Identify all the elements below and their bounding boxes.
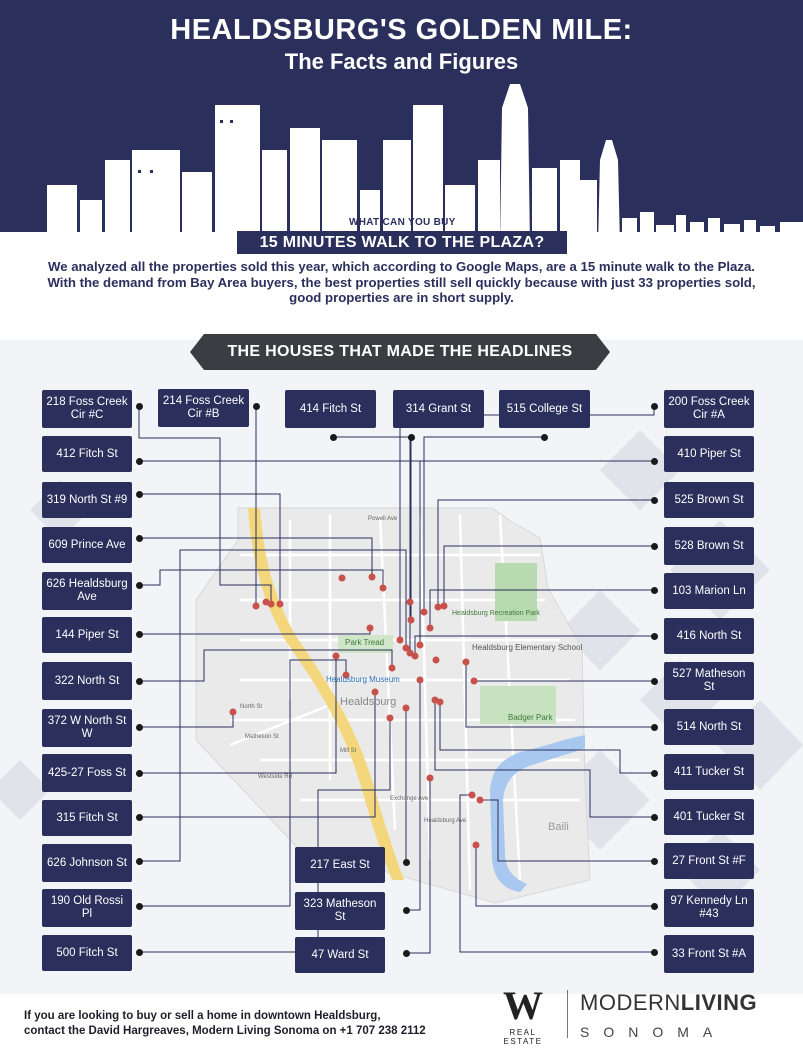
label-214-foss-creek-cir-b: 214 Foss Creek Cir #B: [158, 389, 249, 427]
houses-section-banner: THE HOUSES THAT MADE THE HEADLINES: [190, 334, 610, 370]
connector-dot: [650, 457, 658, 465]
connector-dot: [650, 902, 658, 910]
connector-dot: [650, 813, 658, 821]
connector-dot: [252, 402, 260, 410]
label-425-27-foss-st: 425-27 Foss St: [42, 754, 132, 792]
connector-dot: [135, 723, 143, 731]
exchange-ave-label: Exchange Ave: [390, 796, 429, 802]
ml-part-3: SONOMA: [580, 1024, 727, 1040]
connector-dot: [650, 632, 658, 640]
connector-dot: [135, 769, 143, 777]
w-real-estate-logo: W REAL ESTATE: [493, 983, 553, 1047]
label-322-north-st: 322 North St: [42, 662, 132, 700]
label-500-fitch-st: 500 Fitch St: [42, 935, 132, 971]
label-33-front-st-a: 33 Front St #A: [664, 935, 754, 973]
matheson-st-label: Matheson St: [245, 734, 279, 740]
baili-label: Baili: [548, 821, 569, 833]
label-190-old-rossi-pl: 190 Old Rossi Pl: [42, 889, 132, 927]
recreation-park-label: Healdsburg Recreation Park: [452, 610, 540, 617]
badger-park-label: Badger Park: [508, 713, 553, 722]
label-372-w-north-st-w: 372 W North St W: [42, 709, 132, 747]
label-27-front-st-f: 27 Front St #F: [664, 843, 754, 879]
connector-dot: [402, 949, 410, 957]
connector-dot: [135, 902, 143, 910]
label-410-piper-st: 410 Piper St: [664, 436, 754, 472]
westside-rd-label: Westside Rd: [258, 774, 292, 780]
label-103-marion-ln: 103 Marion Ln: [664, 573, 754, 609]
footer-line-1: If you are looking to buy or sell a home…: [24, 1010, 381, 1022]
label-514-north-st: 514 North St: [664, 709, 754, 745]
label-626-healdsburg-ave: 626 Healdsburg Ave: [42, 572, 132, 610]
ml-part-1: MODERN: [580, 990, 681, 1015]
museum-label: Healdsburg Museum: [326, 675, 400, 684]
label-47-ward-st: 47 Ward St: [295, 937, 385, 973]
footer-contact: If you are looking to buy or sell a home…: [24, 1009, 426, 1039]
town-label: Healdsburg: [340, 696, 396, 708]
label-97-kennedy-ln-43: 97 Kennedy Ln #43: [664, 889, 754, 927]
page-title: HEALDSBURG'S GOLDEN MILE:: [170, 14, 633, 46]
school-label: Healdsburg Elementary School: [472, 643, 583, 652]
mill-st-label: Mill St: [340, 748, 357, 754]
label-414-fitch-st: 414 Fitch St: [285, 390, 376, 428]
connector-dot: [650, 857, 658, 865]
connector-dot: [135, 490, 143, 498]
question-banner: 15 MINUTES WALK TO THE PLAZA?: [237, 231, 567, 254]
powell-ave-label: Powell Ave: [368, 516, 398, 522]
label-200-foss-creek-cir-a: 200 Foss Creek Cir #A: [664, 390, 754, 428]
connector-dot: [135, 402, 143, 410]
connector-dot: [135, 857, 143, 865]
label-527-matheson-st: 527 Matheson St: [664, 662, 754, 700]
modern-living-sonoma-logo: MODERNLIVING SONOMA: [580, 990, 757, 1040]
label-401-tucker-st: 401 Tucker St: [664, 799, 754, 835]
label-144-piper-st: 144 Piper St: [42, 617, 132, 653]
connector-dot: [135, 630, 143, 638]
connector-dot: [135, 948, 143, 956]
label-315-fitch-st: 315 Fitch St: [42, 800, 132, 836]
connector-dot: [650, 769, 658, 777]
connector-dot: [407, 433, 415, 441]
connector-dot: [650, 542, 658, 550]
page-subtitle: The Facts and Figures: [284, 49, 519, 74]
connector-dot: [402, 906, 410, 914]
label-319-north-st-9: 319 North St #9: [42, 482, 132, 518]
park-tread-label: Park Tread: [345, 638, 384, 647]
logo-divider: [567, 990, 568, 1038]
label-411-tucker-st: 411 Tucker St: [664, 754, 754, 790]
connector-dot: [650, 948, 658, 956]
label-515-college-st: 515 College St: [499, 390, 590, 428]
label-626-johnson-st: 626 Johnson St: [42, 844, 132, 882]
connector-dot: [135, 457, 143, 465]
footer-line-2: contact the David Hargreaves, Modern Liv…: [24, 1025, 426, 1037]
label-217-east-st: 217 East St: [295, 847, 385, 883]
ml-part-2: LIVING: [680, 990, 758, 1015]
label-528-brown-st: 528 Brown St: [664, 527, 754, 565]
connector-dot: [135, 677, 143, 685]
label-525-brown-st: 525 Brown St: [664, 482, 754, 518]
label-609-prince-ave: 609 Prince Ave: [42, 527, 132, 563]
label-412-fitch-st: 412 Fitch St: [42, 436, 132, 472]
connector-dot: [650, 677, 658, 685]
label-323-matheson-st: 323 Matheson St: [295, 892, 385, 930]
north-st-label: North St: [240, 704, 262, 710]
connector-dot: [650, 586, 658, 594]
connector-dot: [650, 402, 658, 410]
healdsburg-ave-label: Healdsburg Ave: [424, 818, 467, 824]
question-kicker: WHAT CAN YOU BUY: [349, 217, 456, 228]
connector-dot: [650, 496, 658, 504]
connector-dot: [329, 433, 337, 441]
connector-dot: [135, 813, 143, 821]
connector-dot: [540, 433, 548, 441]
connector-dot: [650, 723, 658, 731]
connector-dot: [135, 581, 143, 589]
skyline-header: [0, 0, 803, 245]
connector-dot: [135, 534, 143, 542]
label-218-foss-creek-cir-c: 218 Foss Creek Cir #C: [42, 390, 132, 428]
connector-dot: [402, 858, 410, 866]
label-416-north-st: 416 North St: [664, 618, 754, 654]
w-letter: W: [503, 983, 543, 1028]
w-caption: REAL ESTATE: [503, 1028, 543, 1046]
label-314-grant-st: 314 Grant St: [393, 390, 484, 428]
intro-paragraph: We analyzed all the properties sold this…: [47, 259, 756, 305]
